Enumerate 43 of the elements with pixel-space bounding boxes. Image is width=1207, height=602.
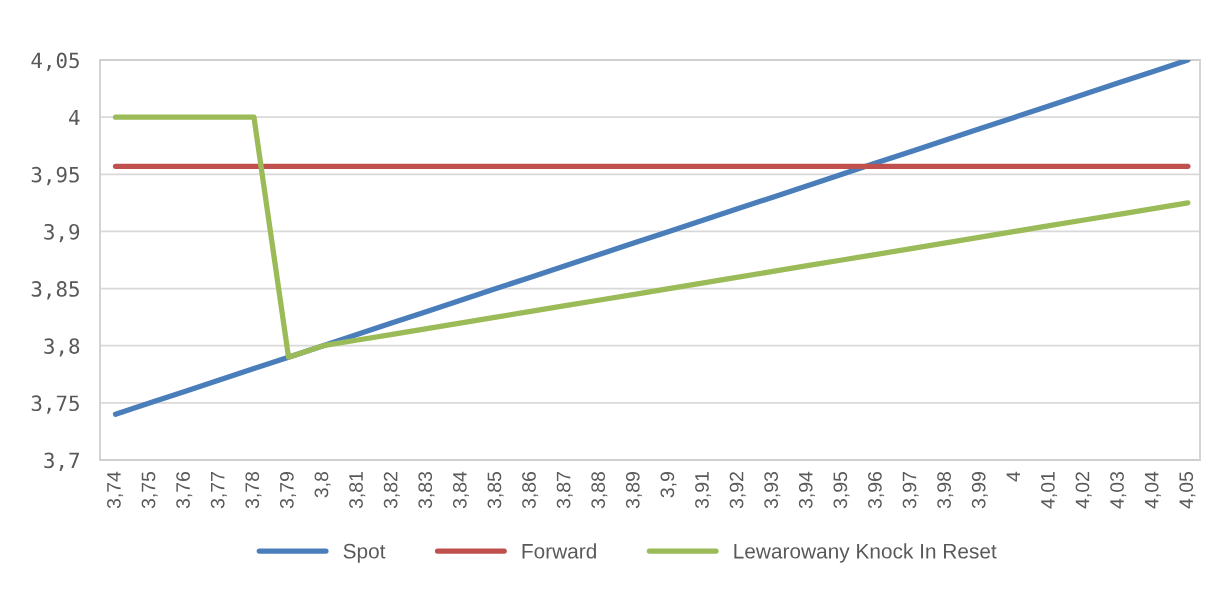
x-tick-label: 3,87 <box>556 472 573 509</box>
x-tick-label: 4 <box>1006 471 1020 482</box>
legend-label: Spot <box>343 543 386 563</box>
x-tick-label: 3,76 <box>176 471 193 509</box>
x-tick-label: 3,96 <box>868 471 885 509</box>
y-tick-label: 3,75 <box>31 395 79 414</box>
y-tick-label: 3,95 <box>31 166 79 186</box>
x-tick-label: 4,05 <box>1179 471 1196 509</box>
x-tick-label: 3,78 <box>245 471 262 509</box>
x-tick-label: 3,74 <box>107 471 124 509</box>
y-tick-label: 3,9 <box>44 223 80 243</box>
x-tick-label: 3,99 <box>971 472 988 509</box>
x-tick-label: 3,97 <box>902 472 919 509</box>
x-tick-label: 3,83 <box>418 471 435 509</box>
x-tick-label: 4,02 <box>1075 472 1092 509</box>
y-tick-label: 4,05 <box>31 52 79 71</box>
x-tick-label: 3,92 <box>729 472 746 509</box>
y-tick-label: 3,7 <box>44 452 79 471</box>
legend-label: Lewarowany Knock In Reset <box>734 543 997 563</box>
x-tick-label: 3,93 <box>764 471 781 509</box>
x-tick-label: 3,81 <box>349 472 366 509</box>
x-tick-label: 3,94 <box>798 471 815 509</box>
x-tick-label: 3,88 <box>591 471 608 509</box>
x-tick-label: 3,9 <box>660 472 677 498</box>
x-tick-label: 4,03 <box>1110 471 1127 509</box>
legend-label: Forward <box>522 543 596 559</box>
x-tick-label: 3,84 <box>452 471 469 509</box>
x-tick-label: 3,82 <box>383 472 400 509</box>
x-tick-label: 3,98 <box>937 471 954 509</box>
x-tick-label: 3,89 <box>625 472 642 509</box>
x-tick-label: 4,04 <box>1144 471 1161 509</box>
x-tick-label: 3,91 <box>695 472 712 509</box>
x-tick-label: 4,01 <box>1040 472 1058 509</box>
x-tick-label: 3,8 <box>314 471 331 498</box>
x-tick-label: 3,85 <box>487 471 504 509</box>
y-tick-label: 4 <box>69 109 80 126</box>
x-tick-label: 3,75 <box>141 471 158 509</box>
y-tick-label: 3,8 <box>44 338 80 357</box>
x-tick-label: 3,86 <box>522 471 539 509</box>
x-tick-label: 3,79 <box>279 472 297 509</box>
x-tick-label: 3,95 <box>833 471 850 509</box>
x-tick-label: 3,77 <box>210 472 227 509</box>
y-tick-label: 3,85 <box>31 281 79 300</box>
